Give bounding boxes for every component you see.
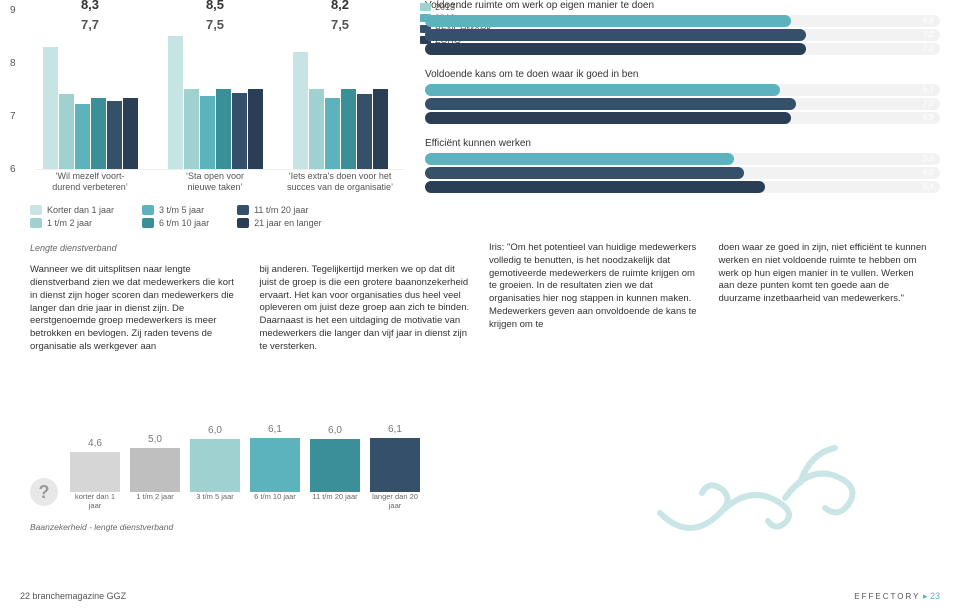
decorative-swirl [650, 423, 870, 553]
footer-title-left: branchemagazine GGZ [33, 591, 127, 601]
body-col-4: doen waar ze goed in zijn, niet efficiën… [719, 242, 931, 306]
body-text: Lengte dienstverband Wanneer we dit uits… [0, 234, 960, 354]
tenure-legend: Korter dan 1 jaar1 t/m 2 jaar3 t/m 5 jaa… [0, 195, 960, 234]
brand-name: EFFECTORY [854, 592, 920, 601]
page-footer: 22 branchemagazine GGZ EFFECTORY ▸ 23 [20, 591, 940, 602]
body-subtitle: Lengte dienstverband [30, 242, 242, 254]
body-col-2: bij anderen. Tegelijkertijd merken we op… [260, 264, 472, 354]
grouped-bar-chart: 6789 8,37,7‘Wil mezelf voort-durend verb… [0, 0, 415, 195]
body-col-1: Wanneer we dit uitsplitsen naar lengte d… [30, 264, 242, 354]
horizontal-bars-block: Voldoende ruimte om werk op eigen manier… [415, 0, 960, 195]
tenure-bar-chart: ? 4,65,06,06,16,06,1 korter dan 1 jaar1 … [30, 394, 450, 514]
page-number-left: 22 [20, 591, 30, 601]
body-col-3: Iris: "Om het potentieel van huidige med… [489, 242, 701, 332]
question-icon: ? [30, 478, 58, 506]
lower-chart-caption: Baanzekerheid - lengte dienstverband [30, 522, 173, 532]
page-number-right: 23 [930, 591, 940, 601]
